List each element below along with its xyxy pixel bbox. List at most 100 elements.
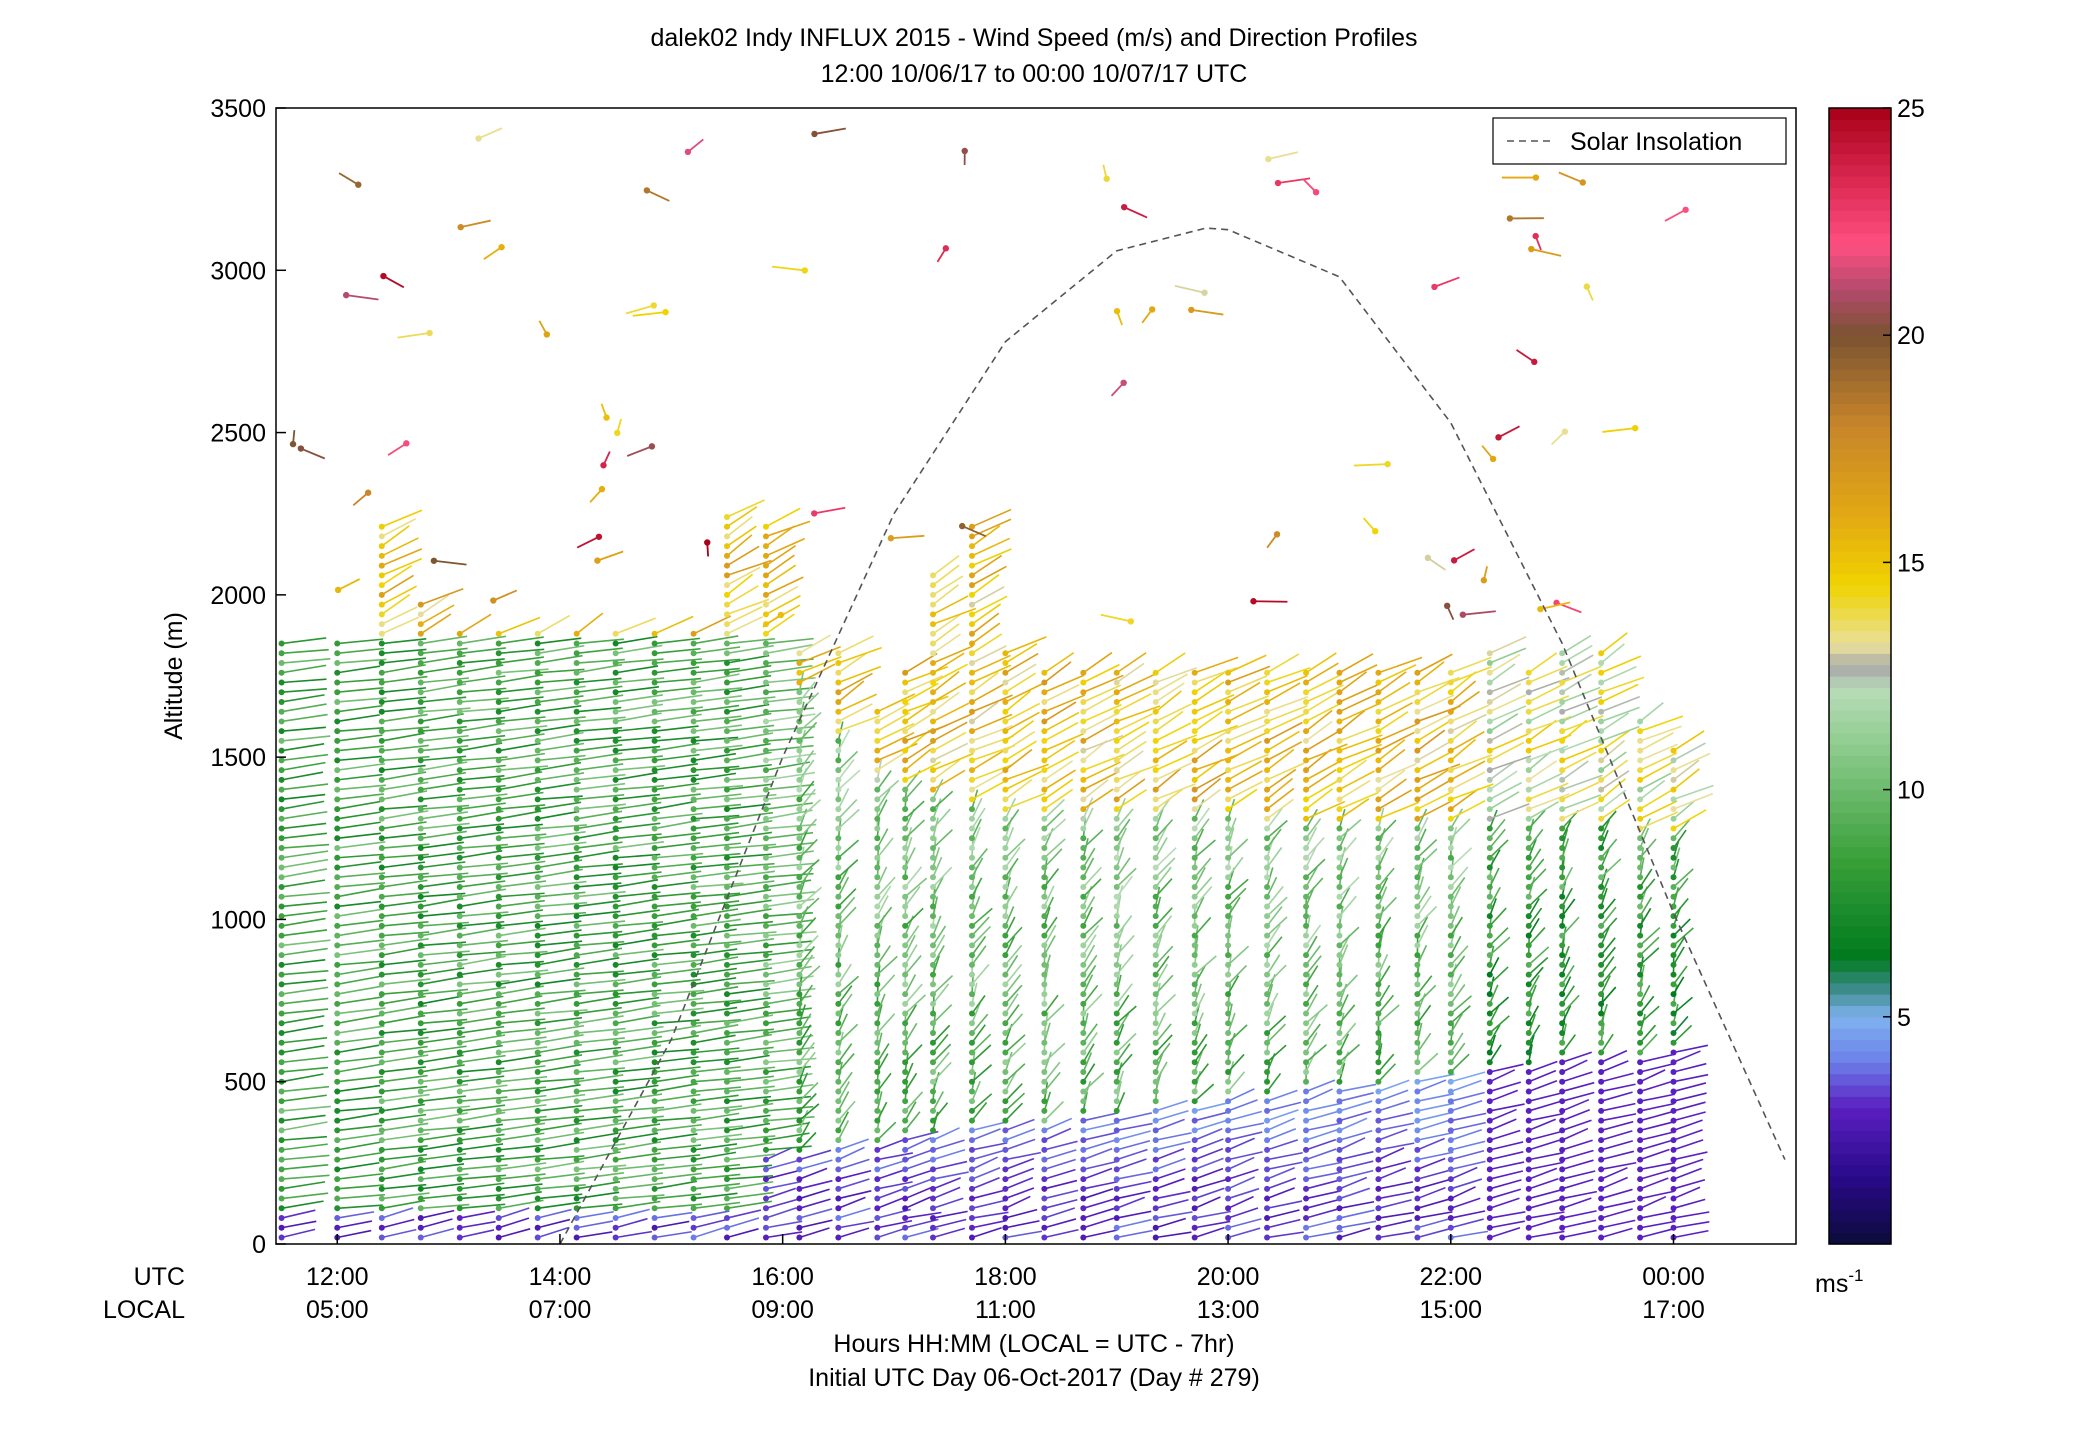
wind-barb-dot	[1002, 1157, 1008, 1163]
wind-barb-dot	[1041, 903, 1047, 909]
wind-barb	[1306, 731, 1338, 750]
wind-barb-dot	[1103, 176, 1109, 182]
wind-barb	[1156, 789, 1183, 809]
wind-barb-dot	[796, 942, 802, 948]
wind-barb-dot	[1153, 1118, 1159, 1124]
wind-barb-dot	[1637, 748, 1643, 754]
wind-barb	[337, 639, 383, 643]
wind-barb-dot	[1671, 757, 1677, 763]
wind-barb	[1417, 1080, 1446, 1091]
wind-barb-dot	[379, 1001, 385, 1007]
wind-barb	[1601, 1084, 1635, 1091]
wind-barb-dot	[418, 1088, 424, 1094]
wind-barb-dot	[902, 767, 908, 773]
wind-barb	[282, 650, 329, 654]
wind-barb-dot	[1303, 1108, 1309, 1114]
wind-barb-dot	[1114, 933, 1120, 939]
wind-barb	[282, 795, 326, 800]
wind-barb	[933, 1187, 960, 1198]
wind-barb-dot	[1526, 826, 1532, 832]
wind-barb-dot	[1487, 835, 1493, 841]
wind-barb-dot	[1487, 816, 1493, 822]
wind-barb-dot	[1414, 816, 1420, 822]
wind-barb	[282, 695, 325, 702]
wind-barb-dot	[691, 757, 697, 763]
wind-barb-dot	[1637, 991, 1643, 997]
wind-barb-dot	[1637, 1088, 1643, 1094]
wind-barb	[838, 770, 860, 790]
wind-barb-dot	[796, 1215, 802, 1221]
wind-barb-dot	[1559, 1186, 1565, 1192]
wind-barb-dot	[930, 592, 936, 598]
wind-barb-dot	[1336, 1020, 1342, 1026]
wind-barb-dot	[1303, 699, 1309, 705]
wind-barb-dot	[379, 1079, 385, 1085]
wind-barb	[337, 1134, 383, 1141]
wind-barb	[1529, 1212, 1565, 1218]
wind-barb-dot	[724, 1079, 730, 1085]
wind-barb-dot	[691, 709, 697, 715]
wind-barb-dot	[1153, 767, 1159, 773]
wind-barb-dot	[418, 679, 424, 685]
wind-barb	[1117, 685, 1156, 702]
wind-barb-dot	[418, 913, 424, 919]
wind-barb	[933, 703, 969, 721]
wind-barb	[1640, 948, 1659, 965]
wind-barb-dot	[1448, 1098, 1454, 1104]
wind-barb	[337, 976, 381, 984]
wind-barb	[1451, 714, 1487, 731]
wind-barb	[538, 811, 579, 818]
wind-barb-dot	[1598, 855, 1604, 861]
wind-barb	[1083, 1149, 1112, 1160]
wind-barb	[1674, 731, 1705, 751]
wind-barb	[282, 869, 327, 877]
colorbar-segment	[1829, 1130, 1891, 1142]
colorbar-segment	[1829, 1233, 1891, 1245]
wind-barb-dot	[1671, 787, 1677, 793]
wind-barb	[1117, 1191, 1151, 1198]
colorbar-segment	[1829, 699, 1891, 711]
wind-barb-dot	[1303, 1001, 1309, 1007]
wind-barb-dot	[1114, 1186, 1120, 1192]
wind-barb-dot	[1303, 679, 1309, 685]
wind-barb	[1005, 703, 1039, 721]
wind-barb-dot	[724, 738, 730, 744]
wind-barb-dot	[457, 1001, 463, 1007]
wind-barb-dot	[835, 845, 841, 851]
wind-barb-dot	[379, 602, 385, 608]
wind-barb-dot	[1114, 952, 1120, 958]
wind-barb	[1562, 1160, 1593, 1169]
wind-barb	[337, 1153, 382, 1160]
wind-barb	[1562, 1072, 1592, 1082]
wind-barb-dot	[724, 933, 730, 939]
wind-barb-dot	[1598, 689, 1604, 695]
wind-barb-dot	[418, 631, 424, 637]
wind-barb-dot	[969, 1205, 975, 1211]
wind-barb-dot	[969, 650, 975, 656]
wind-barb-dot	[1201, 290, 1207, 296]
wind-barb-dot	[613, 650, 619, 656]
wind-barb-dot	[457, 767, 463, 773]
wind-barb	[1378, 1123, 1414, 1130]
wind-barb-dot	[418, 757, 424, 763]
wind-barb-dot	[1336, 1098, 1342, 1104]
wind-barb-dot	[1120, 380, 1126, 386]
wind-barb-dot	[1192, 864, 1198, 870]
wind-barb-dot	[1444, 603, 1450, 609]
wind-barb-dot	[1414, 1205, 1420, 1211]
wind-barb-dot	[763, 1011, 769, 1017]
wind-barb	[1562, 1150, 1593, 1159]
wind-barb	[1378, 1192, 1413, 1199]
wind-barb	[877, 1197, 905, 1208]
wind-barb-dot	[1336, 923, 1342, 929]
colorbar-segment	[1829, 188, 1891, 200]
colorbar-segment	[1829, 369, 1891, 381]
wind-barb	[772, 267, 805, 271]
wind-barb-dot	[1414, 718, 1420, 724]
wind-barb-dot	[796, 874, 802, 880]
wind-barb-dot	[1526, 942, 1532, 948]
wind-barb-dot	[574, 787, 580, 793]
wind-barb-dot	[691, 1225, 697, 1231]
wind-barb-dot	[1225, 1030, 1231, 1036]
wind-barb-dot	[1671, 1011, 1677, 1017]
